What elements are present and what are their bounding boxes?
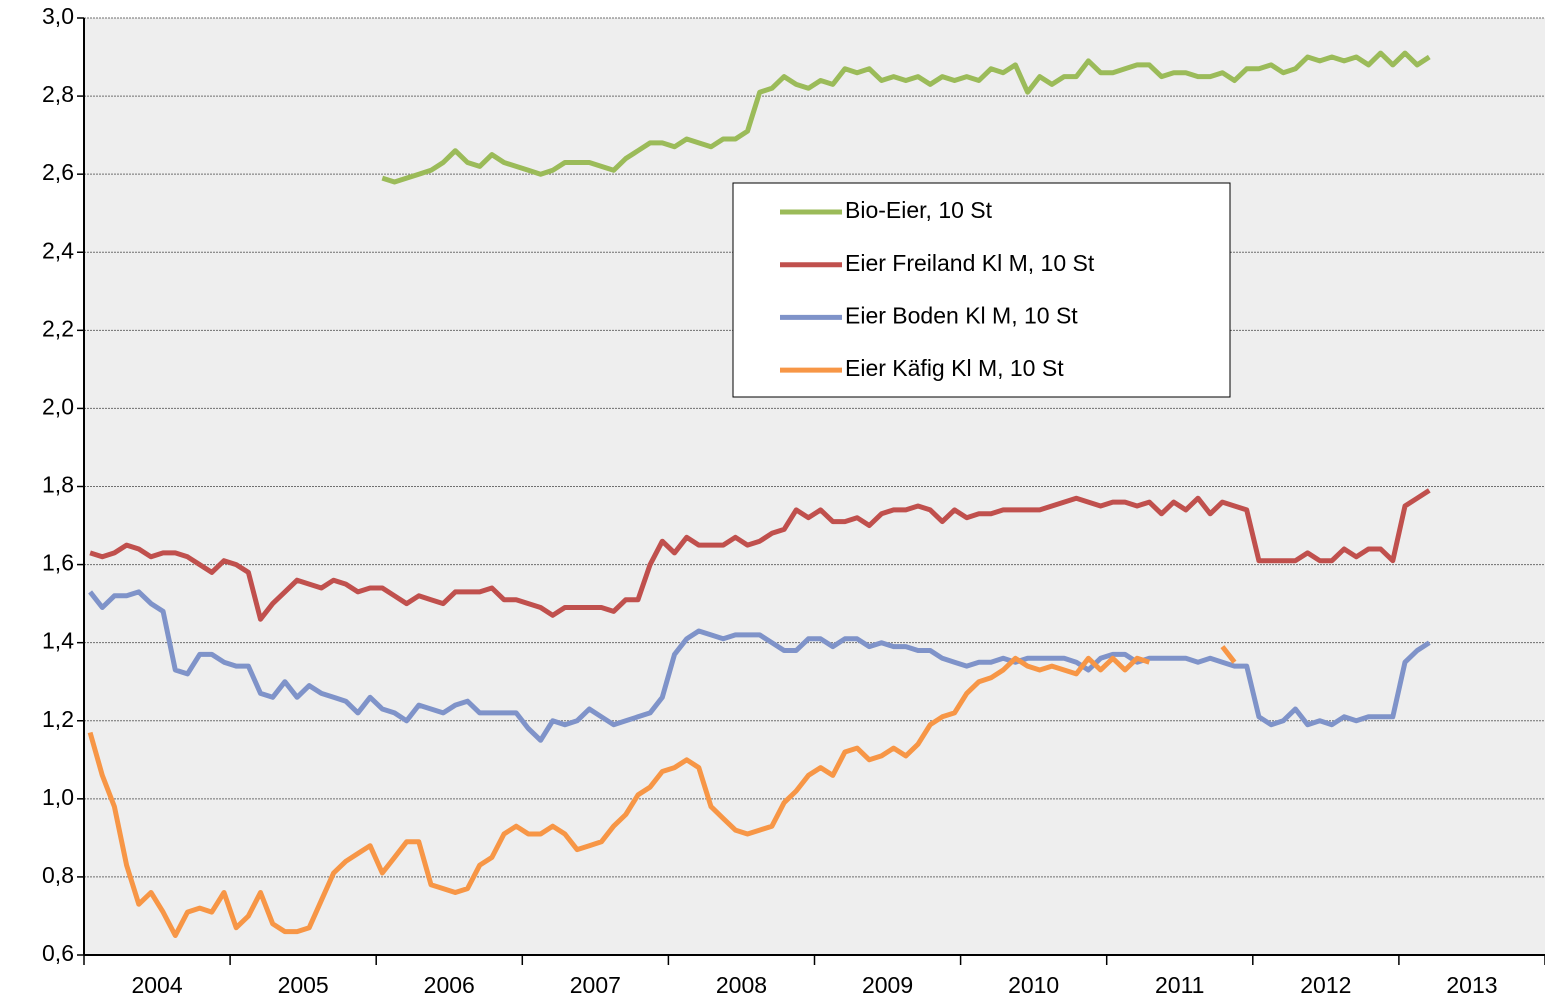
x-tick-label: 2004 [131, 972, 182, 998]
series-line [88, 589, 1431, 743]
y-tick-label: 1,0 [42, 784, 74, 810]
legend-box [732, 182, 1231, 398]
y-tick-label: 1,2 [42, 706, 74, 732]
legend-label: Bio-Eier, 10 St [845, 197, 993, 223]
x-tick-label: 2008 [716, 972, 767, 998]
y-tick-label: 2,4 [42, 237, 74, 263]
y-tick-label: 2,2 [42, 315, 74, 341]
series-line [89, 488, 1431, 622]
legend: Bio-Eier, 10 St Eier Freiland Kl M, 10 St… [732, 182, 1231, 398]
x-tick-label: 2012 [1300, 972, 1351, 998]
legend-label: Eier Boden Kl M, 10 St [845, 302, 1078, 328]
x-tick-label: 2011 [1155, 972, 1204, 998]
legend-label: Eier Käfig Kl M, 10 St [845, 355, 1064, 381]
x-tick-label: 2005 [278, 972, 329, 998]
y-tick-label: 2,6 [42, 159, 74, 185]
y-tick-label: 1,8 [42, 472, 74, 498]
legend-label: Eier Freiland Kl M, 10 St [845, 250, 1095, 276]
series-line [381, 50, 1431, 185]
y-tick-label: 2,0 [42, 393, 74, 419]
x-tick-label: 2006 [424, 972, 475, 998]
y-tick-label: 1,6 [42, 550, 74, 576]
x-tick-label: 2009 [862, 972, 913, 998]
y-tick-label: 3,0 [42, 3, 74, 29]
series-line [87, 645, 1237, 938]
x-tick-label: 2010 [1008, 972, 1059, 998]
y-tick-label: 2,8 [42, 81, 74, 107]
y-tick-label: 0,8 [42, 862, 74, 888]
y-tick-label: 0,6 [42, 940, 74, 966]
x-tick-label: 2007 [570, 972, 621, 998]
x-tick-label: 2013 [1446, 972, 1497, 998]
y-tick-label: 1,4 [42, 628, 74, 654]
